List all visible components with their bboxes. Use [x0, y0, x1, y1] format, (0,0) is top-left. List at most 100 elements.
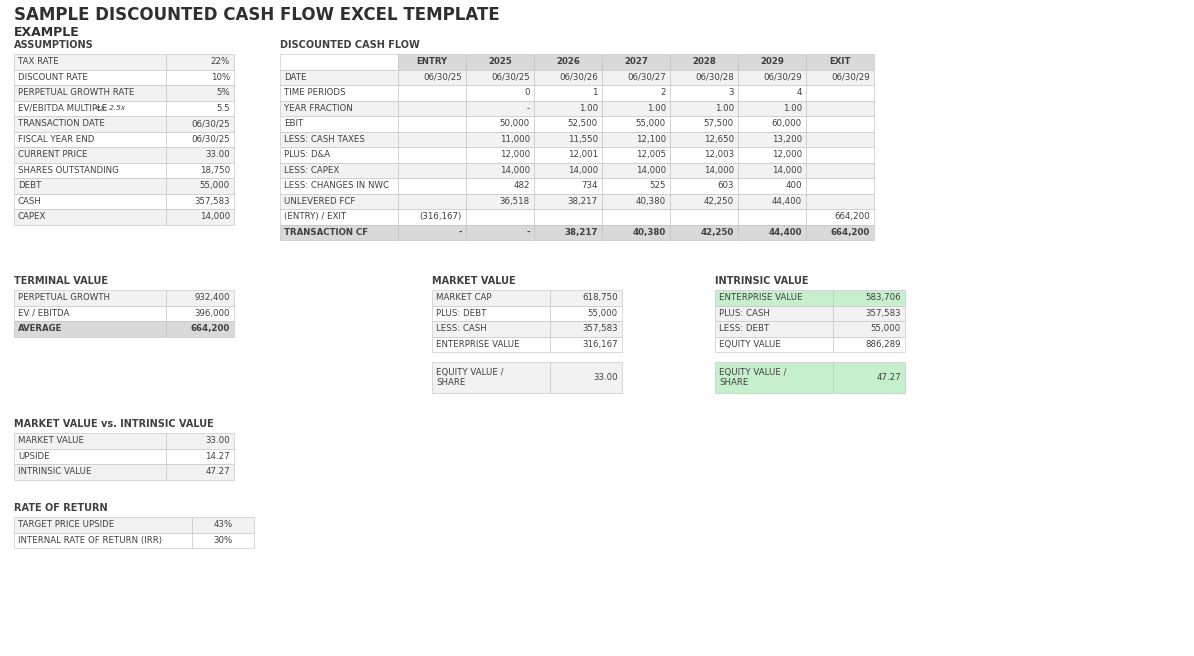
- Bar: [534, 54, 602, 70]
- Text: SHARES OUTSTANDING: SHARES OUTSTANDING: [18, 166, 119, 174]
- Text: 3: 3: [728, 89, 734, 97]
- Text: UNLEVERED FCF: UNLEVERED FCF: [284, 197, 356, 206]
- Bar: [14, 147, 166, 163]
- Text: 2029: 2029: [761, 57, 784, 66]
- Text: 06/30/28: 06/30/28: [695, 73, 734, 82]
- Bar: [466, 85, 534, 100]
- Bar: [534, 100, 602, 116]
- Bar: [602, 163, 670, 178]
- Bar: [806, 70, 874, 85]
- Bar: [550, 306, 622, 321]
- Text: 12,650: 12,650: [704, 134, 734, 144]
- Bar: [14, 116, 166, 131]
- Bar: [398, 70, 466, 85]
- Bar: [466, 209, 534, 224]
- Bar: [281, 100, 398, 116]
- Bar: [602, 209, 670, 224]
- Bar: [281, 209, 398, 224]
- Bar: [738, 54, 806, 70]
- Bar: [281, 116, 398, 131]
- Bar: [166, 306, 234, 321]
- Text: EQUITY VALUE: EQUITY VALUE: [719, 340, 781, 349]
- Bar: [166, 163, 234, 178]
- Text: 1.00: 1.00: [647, 104, 666, 113]
- Text: 583,706: 583,706: [866, 293, 901, 302]
- Text: TAX RATE: TAX RATE: [18, 57, 59, 66]
- Bar: [398, 224, 466, 240]
- Bar: [14, 321, 166, 337]
- Text: YEAR FRACTION: YEAR FRACTION: [284, 104, 352, 113]
- Bar: [14, 54, 166, 70]
- Bar: [14, 85, 166, 100]
- Text: 52,500: 52,500: [568, 119, 598, 129]
- Text: INTRINSIC VALUE: INTRINSIC VALUE: [18, 467, 92, 476]
- Bar: [398, 194, 466, 209]
- Bar: [670, 224, 738, 240]
- Text: 14,000: 14,000: [199, 213, 230, 221]
- Bar: [670, 147, 738, 163]
- Text: 38,217: 38,217: [568, 197, 598, 206]
- Bar: [806, 224, 874, 240]
- Bar: [432, 290, 550, 306]
- Text: 357,583: 357,583: [195, 197, 230, 206]
- Text: 14,000: 14,000: [704, 166, 734, 174]
- Text: 11,000: 11,000: [500, 134, 530, 144]
- Bar: [166, 178, 234, 194]
- Text: 357,583: 357,583: [866, 309, 901, 318]
- Bar: [166, 54, 234, 70]
- Text: EXIT: EXIT: [830, 57, 851, 66]
- Text: EV/EBITDA MULTIPLE: EV/EBITDA MULTIPLE: [18, 104, 107, 113]
- Text: 2028: 2028: [693, 57, 716, 66]
- Text: INTERNAL RATE OF RETURN (IRR): INTERNAL RATE OF RETURN (IRR): [18, 536, 162, 544]
- Bar: [166, 290, 234, 306]
- Bar: [281, 194, 398, 209]
- Text: 603: 603: [718, 181, 734, 190]
- Bar: [602, 70, 670, 85]
- Bar: [670, 100, 738, 116]
- Text: 33.00: 33.00: [593, 373, 618, 382]
- Bar: [14, 433, 166, 449]
- Bar: [14, 163, 166, 178]
- Text: 12,003: 12,003: [704, 150, 734, 159]
- Bar: [715, 306, 833, 321]
- Text: CASH: CASH: [18, 197, 42, 206]
- Bar: [281, 54, 398, 70]
- Text: 14,000: 14,000: [771, 166, 802, 174]
- Bar: [281, 131, 398, 147]
- Bar: [806, 209, 874, 224]
- Bar: [281, 70, 398, 85]
- Bar: [833, 321, 905, 337]
- Bar: [166, 147, 234, 163]
- Text: AVERAGE: AVERAGE: [18, 324, 62, 333]
- Text: 14.27: 14.27: [205, 452, 230, 461]
- Bar: [833, 337, 905, 352]
- Bar: [550, 337, 622, 352]
- Text: -: -: [527, 228, 530, 237]
- Bar: [14, 517, 192, 533]
- Text: CURRENT PRICE: CURRENT PRICE: [18, 150, 87, 159]
- Text: PLUS: DEBT: PLUS: DEBT: [436, 309, 486, 318]
- Text: INTRINSIC VALUE: INTRINSIC VALUE: [715, 276, 808, 286]
- Bar: [670, 163, 738, 178]
- Bar: [14, 290, 166, 306]
- Bar: [602, 178, 670, 194]
- Bar: [602, 224, 670, 240]
- Text: LESS: CASH: LESS: CASH: [436, 324, 487, 333]
- Text: TARGET PRICE UPSIDE: TARGET PRICE UPSIDE: [18, 520, 115, 529]
- Text: 664,200: 664,200: [835, 213, 870, 221]
- Bar: [14, 178, 166, 194]
- Bar: [602, 147, 670, 163]
- Bar: [806, 116, 874, 131]
- Text: DISCOUNT RATE: DISCOUNT RATE: [18, 73, 88, 82]
- Bar: [14, 70, 166, 85]
- Text: 06/30/26: 06/30/26: [559, 73, 598, 82]
- Bar: [281, 85, 398, 100]
- Bar: [738, 100, 806, 116]
- Text: 14,000: 14,000: [568, 166, 598, 174]
- Text: MARKET VALUE vs. INTRINSIC VALUE: MARKET VALUE vs. INTRINSIC VALUE: [14, 419, 214, 429]
- Bar: [738, 209, 806, 224]
- Bar: [602, 85, 670, 100]
- Text: TERMINAL VALUE: TERMINAL VALUE: [14, 276, 107, 286]
- Bar: [602, 131, 670, 147]
- Text: 4: 4: [796, 89, 802, 97]
